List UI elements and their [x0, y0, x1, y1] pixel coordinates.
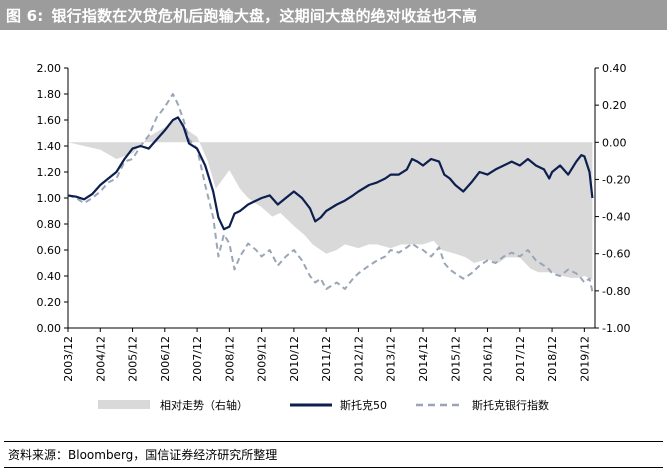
- right-tick-label: 0.40: [602, 62, 627, 75]
- nasdaq50-line: [67, 116, 594, 231]
- figure-number: 图 6:: [6, 7, 44, 25]
- left-tick-label: 0.20: [37, 296, 62, 309]
- x-tick-label: 2014/12: [417, 336, 430, 382]
- x-tick-label: 2010/12: [288, 336, 301, 382]
- x-tick-label: 2008/12: [223, 336, 236, 382]
- relative-area-layer: [68, 118, 593, 280]
- right-tick-label: -0.40: [602, 211, 630, 224]
- bottom-divider: [4, 467, 663, 468]
- x-tick-label: 2016/12: [482, 336, 495, 382]
- left-tick-label: 1.40: [37, 140, 62, 153]
- left-tick-label: 1.60: [37, 114, 62, 127]
- x-tick-label: 2003/12: [62, 336, 75, 382]
- right-tick-label: -0.20: [602, 173, 630, 186]
- figure-title: 图 6: 银行指数在次贷危机后跑输大盘，这期间大盘的绝对收益也不高: [6, 5, 477, 26]
- right-tick-label: 0.00: [602, 136, 627, 149]
- left-tick-label: 0.00: [37, 322, 62, 335]
- legend: 相对走势（右轴） 斯托克50 斯托克银行指数: [98, 398, 549, 412]
- source-divider: [4, 441, 663, 442]
- right-tick-label: -1.00: [602, 322, 630, 335]
- x-tick-label: 2007/12: [191, 336, 204, 382]
- left-tick-label: 0.60: [37, 244, 62, 257]
- legend-label-relative: 相对走势（右轴）: [160, 398, 248, 412]
- right-tick-label: -0.60: [602, 248, 630, 261]
- x-tick-label: 2011/12: [320, 336, 333, 382]
- line-chart: 2.00 1.80 1.60 1.40 1.20 1.00 0.80 0.60 0.40 0.20…: [37, 62, 631, 412]
- x-tick-label: 2019/12: [578, 336, 591, 382]
- figure-title-bar: 图 6: 银行指数在次贷危机后跑输大盘，这期间大盘的绝对收益也不高: [0, 0, 667, 30]
- left-tick-label: 1.00: [37, 192, 62, 205]
- x-tick-label: 2015/12: [449, 336, 462, 382]
- source-note: 资料来源：Bloomberg，国信证券经济研究所整理: [8, 448, 278, 462]
- legend-swatch-relative: [98, 400, 150, 409]
- right-tick-label: 0.20: [602, 99, 627, 112]
- axes-layer: 2.00 1.80 1.60 1.40 1.20 1.00 0.80 0.60 0.40 0.20…: [37, 62, 631, 382]
- right-tick-label: -0.80: [602, 285, 630, 298]
- legend-label-nasdaq50: 斯托克50: [340, 398, 387, 412]
- relative-area: [68, 118, 593, 280]
- left-tick-label: 0.80: [37, 218, 62, 231]
- left-tick-label: 1.80: [37, 88, 62, 101]
- legend-label-bank-index: 斯托克银行指数: [472, 398, 549, 412]
- x-tick-label: 2005/12: [127, 336, 140, 382]
- x-tick-label: 2009/12: [256, 336, 269, 382]
- x-tick-label: 2017/12: [514, 336, 527, 382]
- x-tick-label: 2006/12: [159, 336, 172, 382]
- series-lines-layer: [67, 93, 594, 292]
- x-tick-label: 2012/12: [352, 336, 365, 382]
- figure-title-text: 银行指数在次贷危机后跑输大盘，这期间大盘的绝对收益也不高: [51, 7, 478, 25]
- x-tick-label: 2018/12: [546, 336, 559, 382]
- bank-index-line: [67, 93, 594, 292]
- left-tick-label: 2.00: [37, 62, 62, 75]
- left-tick-label: 1.20: [37, 166, 62, 179]
- x-tick-label: 2013/12: [385, 336, 398, 382]
- left-tick-label: 0.40: [37, 270, 62, 283]
- x-tick-label: 2004/12: [94, 336, 107, 382]
